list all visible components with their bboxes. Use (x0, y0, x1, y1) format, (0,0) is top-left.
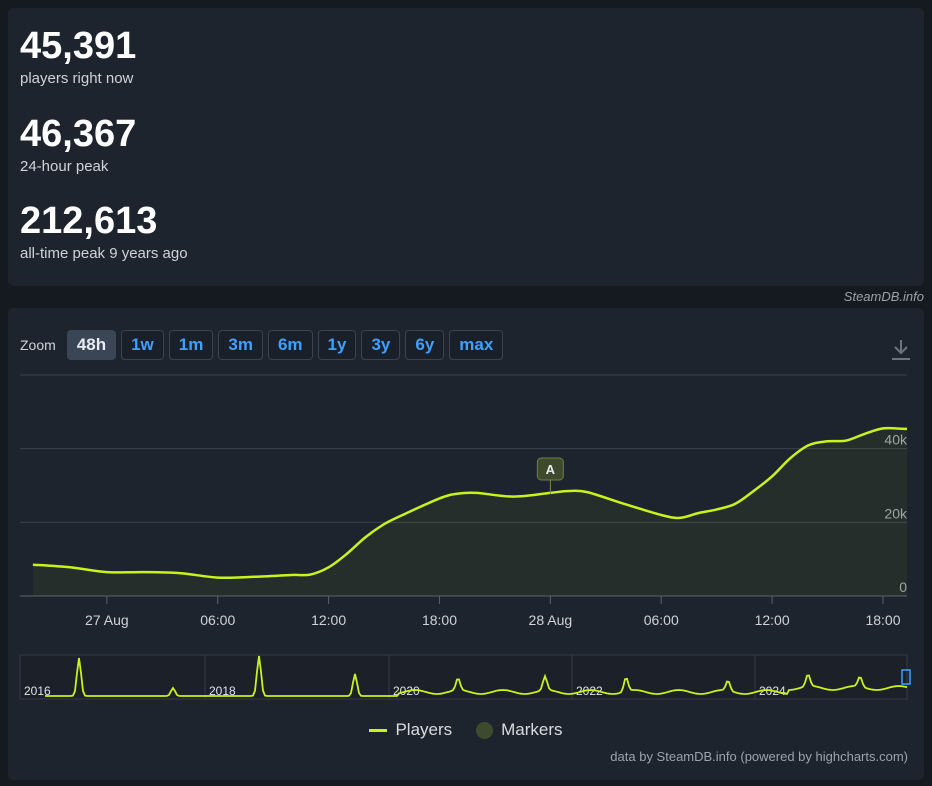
peak-24h-stat: 46,367 24-hour peak (20, 114, 136, 176)
x-tick-label: 28 Aug (529, 612, 573, 628)
y-tick-label: 0 (899, 579, 907, 595)
download-icon[interactable] (890, 338, 912, 362)
highcharts-credit[interactable]: data by SteamDB.info (powered by highcha… (610, 749, 908, 764)
x-tick-label: 18:00 (865, 612, 900, 628)
all-time-peak-value: 212,613 (20, 200, 158, 242)
steamdb-credit-link[interactable]: SteamDB.info (843, 289, 924, 304)
zoom-bar: Zoom 48h 1w 1m 3m 6m 1y 3y 6y max (20, 330, 504, 360)
navigator-handle (901, 669, 911, 685)
player-count-chart[interactable]: 0 20k 40k 27 Aug 06:00 12:00 18:00 28 Aug 06:00 1… (8, 308, 924, 708)
legend-markers[interactable]: Markers (476, 720, 563, 740)
zoom-3y-button[interactable]: 3y (361, 330, 401, 360)
marker-flag (536, 457, 564, 481)
marker-label: A (546, 462, 556, 477)
stats-panel: 45,391 players right now 46,367 24-hour … (8, 8, 924, 286)
zoom-1m-button[interactable]: 1m (168, 330, 214, 360)
legend-players[interactable]: Players (369, 720, 452, 740)
players-area (32, 428, 907, 596)
x-tick-label: 06:00 (200, 612, 235, 628)
x-tick-label: 18:00 (422, 612, 457, 628)
zoom-1w-button[interactable]: 1w (121, 330, 164, 360)
current-players-value: 45,391 (20, 25, 137, 67)
all-time-peak-stat: 212,613 all-time peak 9 years ago (20, 201, 188, 263)
zoom-6y-button[interactable]: 6y (405, 330, 445, 360)
current-players-stat: 45,391 players right now (20, 26, 136, 88)
y-tick-label: 40k (884, 432, 908, 448)
navigator-line (45, 655, 908, 697)
zoom-48h-button[interactable]: 48h (66, 330, 117, 360)
x-tick-label: 12:00 (755, 612, 790, 628)
zoom-label: Zoom (20, 337, 56, 353)
peak-24h-value: 46,367 (20, 113, 137, 155)
legend-markers-label: Markers (501, 720, 563, 739)
players-line-swatch (369, 728, 388, 732)
current-players-label: players right now (20, 70, 134, 87)
x-tick-label: 06:00 (644, 612, 679, 628)
zoom-1y-button[interactable]: 1y (317, 330, 357, 360)
navigator-year-label: 2022 (576, 684, 603, 698)
legend-players-label: Players (395, 720, 453, 739)
zoom-max-button[interactable]: max (449, 330, 504, 360)
navigator-year-label: 2016 (24, 684, 51, 698)
markers-dot-swatch (476, 721, 494, 739)
zoom-6m-button[interactable]: 6m (267, 330, 313, 360)
all-time-peak-label: all-time peak 9 years ago (20, 245, 188, 262)
chart-legend: Players Markers (8, 720, 924, 740)
peak-24h-label: 24-hour peak (20, 158, 109, 175)
navigator-year-label: 2018 (209, 684, 236, 698)
zoom-3m-button[interactable]: 3m (218, 330, 263, 360)
x-tick-label: 12:00 (311, 612, 346, 628)
x-tick-label: 27 Aug (85, 612, 129, 628)
y-tick-label: 20k (884, 505, 908, 521)
chart-panel: 0 20k 40k 27 Aug 06:00 12:00 18:00 28 Aug 06:00 1… (8, 308, 924, 780)
